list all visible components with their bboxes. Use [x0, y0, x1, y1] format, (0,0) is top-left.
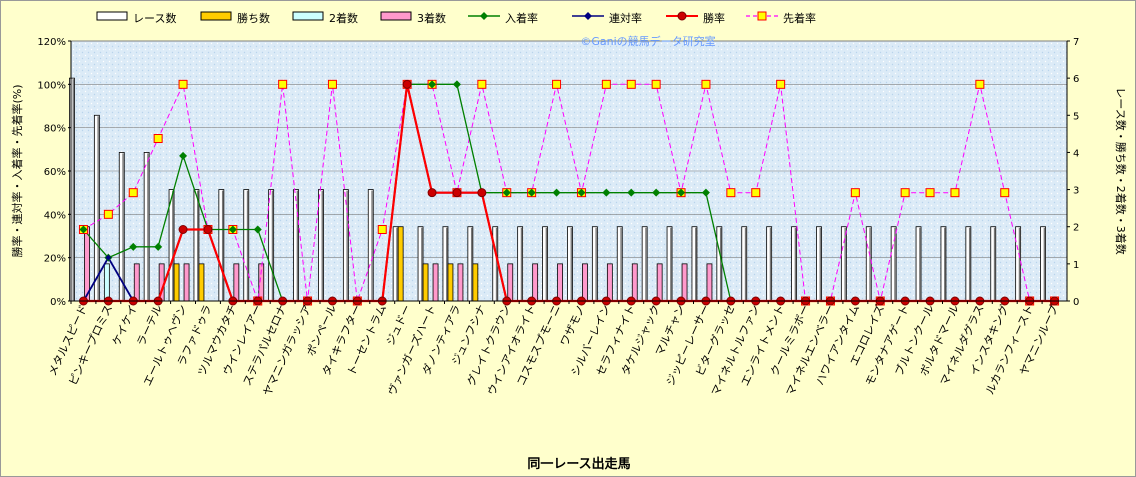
marker-square: [377, 225, 387, 234]
marker-square: [128, 188, 138, 198]
right-tick-label: 2: [1073, 223, 1079, 234]
bar: [656, 263, 663, 302]
marker-diamond-small: [105, 254, 112, 261]
marker-diamond: [701, 188, 710, 197]
marker-diamond: [652, 188, 661, 197]
marker-square: [701, 79, 711, 89]
marker-square: [850, 188, 860, 198]
gridlines: [71, 84, 1067, 258]
marker-square: [900, 188, 910, 198]
bar: [447, 263, 454, 302]
right-tick-label: 5: [1073, 111, 1079, 122]
marker-diamond: [79, 225, 88, 234]
marker-square: [1000, 188, 1010, 198]
marker-square: [327, 79, 337, 89]
marker-diamond: [154, 242, 163, 251]
marker-square: [925, 188, 935, 198]
right-tick-label: 1: [1073, 260, 1079, 271]
legend-label-seconds: 2着数: [329, 12, 358, 25]
marker-circle: [178, 225, 188, 234]
left-axis-title: 勝率・連対率・入着率・先着率(%): [10, 84, 24, 257]
marker-diamond: [228, 225, 237, 234]
legend-label-wins: 勝ち数: [237, 12, 270, 25]
marker-diamond: [602, 188, 611, 197]
right-tick-label: 0: [1073, 297, 1079, 308]
legend-label-races: レース数: [133, 12, 177, 25]
bar: [606, 263, 613, 302]
left-tick-label: 100%: [37, 80, 66, 91]
marker-diamond: [502, 188, 511, 197]
right-axis-title: レース数・勝ち数・2着数・3着数: [1114, 87, 1128, 254]
bar: [183, 263, 190, 302]
bar: [631, 263, 638, 302]
marker-diamond: [129, 242, 138, 251]
marker-square: [278, 79, 288, 89]
bar: [422, 263, 429, 302]
marker-circle: [402, 79, 412, 89]
legend-label-finish-ahead-rate: 先着率: [783, 12, 816, 25]
legend-label-place-rate: 入着率: [505, 12, 538, 25]
marker-square: [651, 79, 661, 89]
bar: [582, 263, 588, 302]
bar: [532, 263, 539, 302]
marker-diamond: [253, 225, 262, 234]
marker-diamond: [452, 80, 461, 89]
bar-series: [69, 77, 1046, 302]
bar: [681, 263, 688, 302]
marker-diamond: [677, 188, 686, 197]
x-axis-title: 同一レース出走馬: [527, 456, 630, 472]
marker-diamond: [527, 188, 536, 197]
right-tick-label: 6: [1073, 74, 1079, 85]
marker-circle: [477, 188, 487, 198]
bar: [173, 263, 180, 302]
marker-square: [776, 79, 786, 89]
bar: [133, 263, 140, 302]
marker-circle: [452, 188, 462, 198]
watermark-text: ©Ganiの競馬データ研究室: [580, 34, 715, 48]
marker-square: [477, 79, 487, 89]
marker-diamond: [428, 80, 437, 89]
legend-label-win-rate: 勝率: [703, 12, 725, 25]
marker-square: [950, 188, 960, 198]
marker-diamond: [577, 188, 586, 197]
left-tick-label: 0%: [50, 297, 66, 308]
bar: [472, 263, 479, 302]
right-tick-label: 7: [1073, 37, 1079, 48]
marker-square: [601, 79, 611, 89]
left-tick-label: 120%: [37, 37, 66, 48]
legend-label-thirds: 3着数: [417, 12, 446, 25]
bar: [432, 263, 439, 302]
left-tick-label: 20%: [44, 254, 66, 265]
left-tick-label: 80%: [44, 124, 66, 135]
marker-square: [178, 79, 188, 89]
marker-square: [552, 79, 562, 89]
bar: [706, 263, 713, 302]
left-tick-label: 40%: [44, 210, 66, 221]
series-line: [83, 82, 1055, 302]
marker-square: [751, 188, 761, 198]
marker-square: [975, 79, 985, 89]
bar: [457, 263, 464, 302]
right-tick-label: 4: [1073, 148, 1079, 159]
marker-diamond: [179, 151, 188, 160]
marker-diamond: [627, 188, 636, 197]
legend-label-quinella-rate: 連対率: [609, 12, 642, 25]
bar: [84, 226, 90, 302]
bar: [198, 263, 205, 302]
marker-square: [103, 209, 113, 219]
bar: [103, 263, 110, 302]
marker-diamond: [552, 188, 561, 197]
marker-circle: [427, 188, 437, 198]
bar: [557, 263, 563, 302]
bar: [233, 263, 240, 302]
marker-circle: [203, 225, 213, 234]
marker-square: [153, 134, 163, 143]
right-tick-label: 3: [1073, 186, 1079, 197]
bar: [397, 226, 404, 302]
marker-square: [726, 188, 736, 198]
marker-square: [626, 79, 636, 89]
left-tick-label: 60%: [44, 167, 66, 178]
bar: [507, 263, 514, 302]
